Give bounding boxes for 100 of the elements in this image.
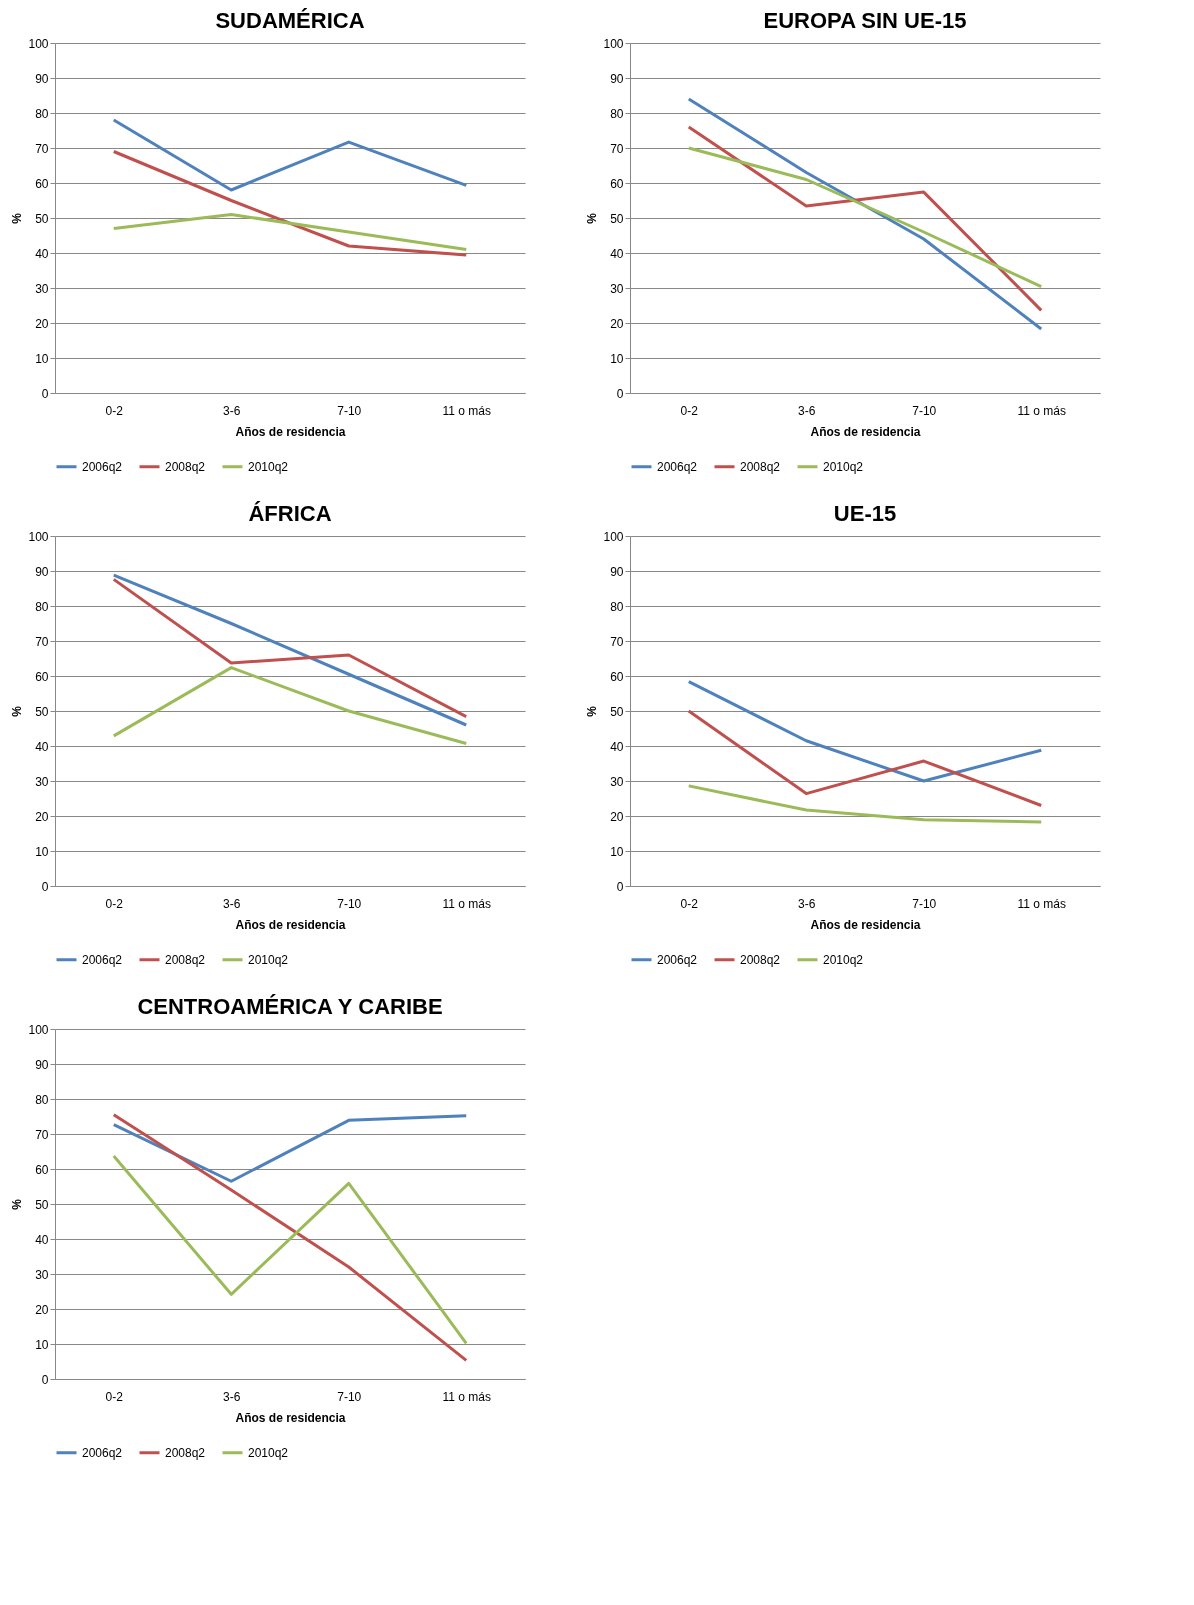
x-tick-label: 7-10 xyxy=(337,1389,362,1404)
y-tick-label: 40 xyxy=(35,739,49,754)
chart-title: ÁFRICA xyxy=(248,501,332,526)
legend-label: 2010q2 xyxy=(248,1445,289,1460)
x-tick-label: 11 o más xyxy=(1017,403,1066,418)
x-tick-label: 11 o más xyxy=(442,1389,491,1404)
legend-label: 2006q2 xyxy=(657,952,698,967)
x-tick-label: 0-2 xyxy=(680,403,699,418)
y-tick-label: 30 xyxy=(35,774,49,789)
x-axis-title: Años de residencia xyxy=(235,917,346,932)
y-tick-label: 70 xyxy=(35,1127,49,1142)
x-tick-label: 3-6 xyxy=(223,1389,241,1404)
legend-label: 2010q2 xyxy=(823,459,864,474)
x-tick-label: 7-10 xyxy=(337,403,362,418)
y-tick-label: 80 xyxy=(35,106,49,121)
y-tick-label: 60 xyxy=(610,669,624,684)
y-tick-label: 60 xyxy=(35,176,49,191)
line-series xyxy=(112,213,468,251)
y-tick-label: 50 xyxy=(610,211,624,226)
y-axis-title: % xyxy=(10,212,25,224)
x-tick-label: 0-2 xyxy=(105,896,124,911)
y-tick-label: 80 xyxy=(35,599,49,614)
y-tick-label: 0 xyxy=(616,386,624,401)
y-axis-title: % xyxy=(10,1198,25,1210)
y-tick-label: 90 xyxy=(610,71,624,86)
y-tick-label: 30 xyxy=(35,281,49,296)
line-series xyxy=(687,709,1043,807)
line-series xyxy=(687,97,1043,331)
y-tick-label: 100 xyxy=(28,1022,49,1037)
y-axis-title: % xyxy=(585,212,600,224)
legend-label: 2008q2 xyxy=(165,1445,206,1460)
chart-title: CENTROAMÉRICA Y CARIBE xyxy=(137,994,443,1019)
legend-label: 2010q2 xyxy=(248,459,289,474)
legend-label: 2010q2 xyxy=(823,952,864,967)
x-tick-label: 3-6 xyxy=(223,403,241,418)
y-tick-label: 30 xyxy=(35,1267,49,1282)
x-tick-label: 11 o más xyxy=(1017,896,1066,911)
y-axis-title: % xyxy=(10,705,25,717)
line-series xyxy=(112,666,468,746)
y-tick-label: 100 xyxy=(28,36,49,51)
line-series xyxy=(112,1114,468,1183)
x-axis-title: Años de residencia xyxy=(235,1410,346,1425)
x-tick-label: 7-10 xyxy=(912,896,937,911)
y-tick-label: 30 xyxy=(610,774,624,789)
line-series xyxy=(112,150,468,257)
y-tick-label: 20 xyxy=(35,809,49,824)
y-tick-label: 40 xyxy=(35,1232,49,1247)
legend-label: 2006q2 xyxy=(657,459,698,474)
x-axis-title: Años de residencia xyxy=(235,424,346,439)
legend-label: 2006q2 xyxy=(82,459,123,474)
y-tick-label: 20 xyxy=(610,316,624,331)
y-tick-label: 90 xyxy=(35,71,49,86)
x-tick-label: 7-10 xyxy=(337,896,362,911)
legend-label: 2008q2 xyxy=(740,952,781,967)
y-tick-label: 90 xyxy=(35,564,49,579)
x-tick-label: 11 o más xyxy=(442,896,491,911)
x-tick-label: 0-2 xyxy=(105,403,124,418)
y-tick-label: 20 xyxy=(35,316,49,331)
y-tick-label: 50 xyxy=(35,704,49,719)
line-series xyxy=(112,1113,468,1362)
y-tick-label: 10 xyxy=(610,844,624,859)
y-tick-label: 10 xyxy=(610,351,624,366)
x-axis-title: Años de residencia xyxy=(810,424,921,439)
y-tick-label: 10 xyxy=(35,844,49,859)
x-tick-label: 0-2 xyxy=(680,896,699,911)
y-tick-label: 100 xyxy=(603,36,624,51)
line-series xyxy=(112,118,468,192)
y-tick-label: 60 xyxy=(35,669,49,684)
line-series xyxy=(687,680,1043,783)
y-tick-label: 60 xyxy=(610,176,624,191)
y-tick-label: 80 xyxy=(610,106,624,121)
y-axis-title: % xyxy=(585,705,600,717)
y-tick-label: 50 xyxy=(35,211,49,226)
y-tick-label: 0 xyxy=(41,879,49,894)
y-tick-label: 70 xyxy=(610,141,624,156)
line-series xyxy=(687,784,1043,824)
y-tick-label: 100 xyxy=(28,529,49,544)
y-tick-label: 70 xyxy=(35,634,49,649)
y-tick-label: 70 xyxy=(35,141,49,156)
legend-label: 2008q2 xyxy=(165,952,206,967)
chart-title: EUROPA SIN UE-15 xyxy=(763,8,967,33)
y-tick-label: 10 xyxy=(35,351,49,366)
legend-label: 2008q2 xyxy=(740,459,781,474)
y-tick-label: 80 xyxy=(610,599,624,614)
legend-label: 2008q2 xyxy=(165,459,206,474)
y-tick-label: 60 xyxy=(35,1162,49,1177)
y-tick-label: 80 xyxy=(35,1092,49,1107)
x-axis-title: Años de residencia xyxy=(810,917,921,932)
y-tick-label: 40 xyxy=(610,246,624,261)
x-tick-label: 3-6 xyxy=(223,896,241,911)
legend-label: 2006q2 xyxy=(82,952,123,967)
y-tick-label: 0 xyxy=(41,386,49,401)
y-tick-label: 40 xyxy=(35,246,49,261)
chart-title: SUDAMÉRICA xyxy=(215,8,365,33)
line-series xyxy=(687,125,1043,312)
line-series xyxy=(687,146,1043,289)
x-tick-label: 3-6 xyxy=(798,896,816,911)
x-tick-label: 3-6 xyxy=(798,403,816,418)
y-tick-label: 50 xyxy=(610,704,624,719)
line-series xyxy=(112,1154,468,1345)
